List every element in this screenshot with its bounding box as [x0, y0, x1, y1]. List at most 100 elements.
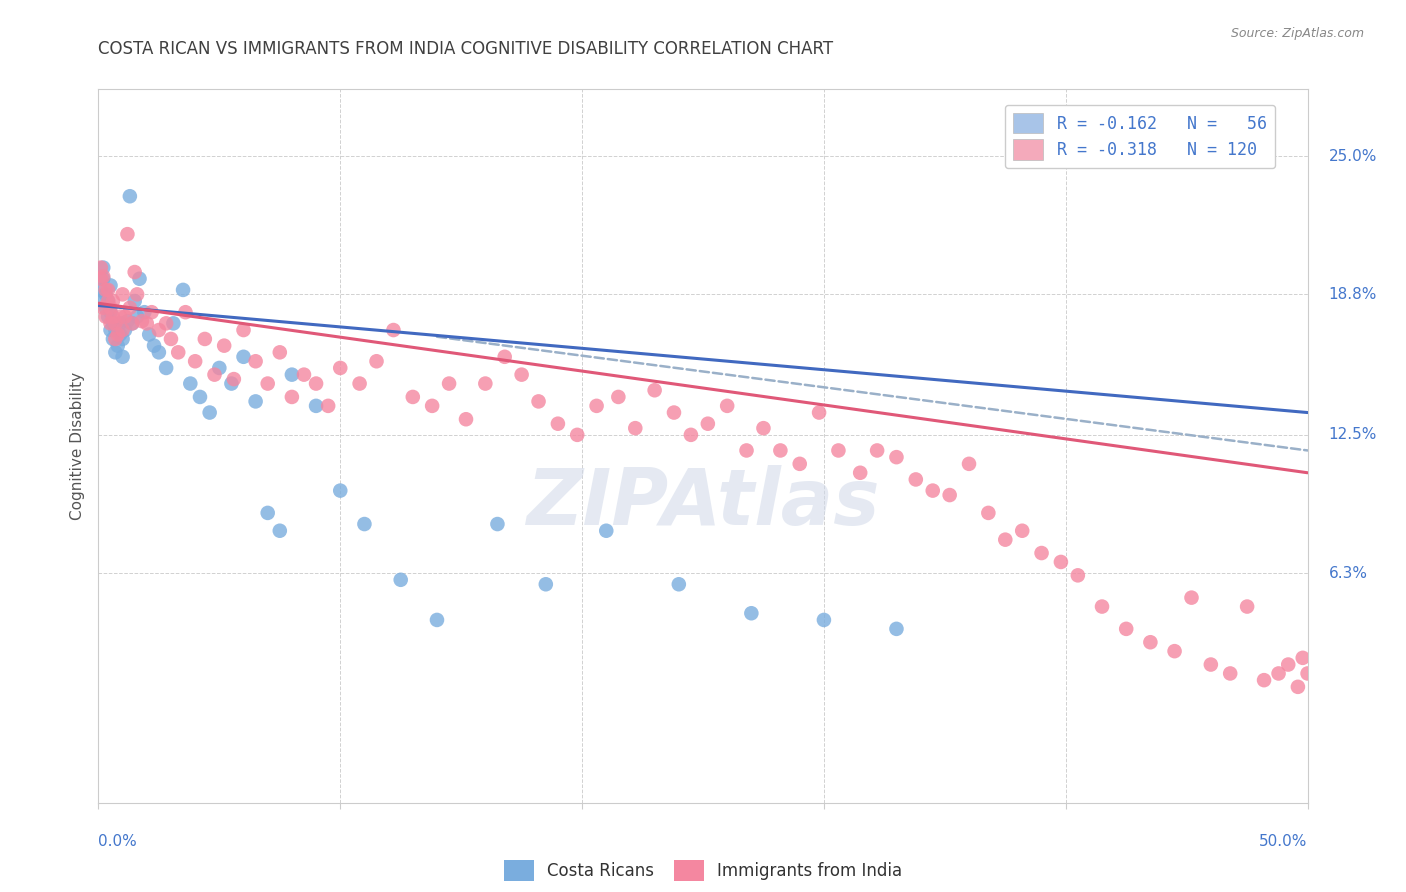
Point [329, 361, 352, 376]
Point [1031, 546, 1053, 560]
Point [97, 310, 120, 324]
Point [172, 283, 194, 297]
Point [886, 622, 908, 636]
Text: 50.0%: 50.0% [1260, 834, 1308, 849]
Point [1286, 680, 1309, 694]
Point [353, 516, 375, 531]
Point [97, 293, 120, 308]
Point [305, 376, 328, 391]
Point [104, 332, 127, 346]
Point [269, 524, 291, 538]
Point [111, 287, 134, 301]
Point [269, 345, 291, 359]
Point [94, 287, 117, 301]
Point [94, 310, 117, 324]
Point [232, 323, 254, 337]
Point [679, 428, 702, 442]
Point [91, 301, 114, 315]
Point [474, 376, 496, 391]
Point [1253, 673, 1275, 687]
Point [100, 317, 122, 331]
Point [420, 399, 443, 413]
Point [977, 506, 1000, 520]
Point [329, 483, 352, 498]
Point [245, 394, 267, 409]
Text: 25.0%: 25.0% [1329, 149, 1376, 163]
Point [160, 332, 183, 346]
Point [426, 613, 449, 627]
Text: ZIPAtlas: ZIPAtlas [526, 465, 880, 541]
Point [114, 310, 136, 324]
Point [696, 417, 718, 431]
Point [1050, 555, 1073, 569]
Point [104, 317, 127, 331]
Point [127, 310, 149, 324]
Text: 18.8%: 18.8% [1329, 287, 1376, 301]
Point [292, 368, 315, 382]
Point [567, 428, 589, 442]
Text: Source: ZipAtlas.com: Source: ZipAtlas.com [1230, 27, 1364, 40]
Point [100, 278, 122, 293]
Point [527, 394, 550, 409]
Point [752, 421, 775, 435]
Point [494, 350, 516, 364]
Point [789, 457, 811, 471]
Text: 0.0%: 0.0% [98, 834, 138, 849]
Point [143, 338, 166, 352]
Point [155, 317, 177, 331]
Point [108, 317, 131, 331]
Point [127, 287, 149, 301]
Point [121, 317, 143, 331]
Point [740, 607, 762, 621]
Point [107, 327, 129, 342]
Point [716, 399, 738, 413]
Point [117, 227, 139, 241]
Point [735, 443, 758, 458]
Point [957, 457, 980, 471]
Point [402, 390, 425, 404]
Point [1067, 568, 1090, 582]
Point [595, 524, 617, 538]
Point [162, 317, 184, 331]
Point [97, 293, 120, 308]
Point [188, 390, 211, 404]
Point [141, 305, 163, 319]
Point [281, 368, 304, 382]
Point [1296, 666, 1319, 681]
Point [135, 317, 157, 331]
Point [111, 323, 134, 337]
Point [91, 269, 114, 284]
Point [662, 405, 685, 419]
Point [938, 488, 960, 502]
Point [134, 305, 156, 319]
Point [104, 323, 127, 337]
Point [124, 265, 146, 279]
Point [281, 390, 304, 404]
Point [382, 323, 405, 337]
Point [101, 332, 124, 346]
Point [904, 473, 927, 487]
Point [118, 189, 141, 203]
Point [90, 260, 112, 275]
Point [547, 417, 569, 431]
Point [644, 384, 666, 398]
Point [316, 399, 339, 413]
Point [1267, 666, 1289, 681]
Point [1091, 599, 1114, 614]
Point [769, 443, 792, 458]
Point [179, 376, 201, 391]
Point [101, 317, 124, 331]
Point [1180, 591, 1202, 605]
Point [921, 483, 943, 498]
Text: 12.5%: 12.5% [1329, 427, 1376, 442]
Point [148, 323, 170, 337]
Point [212, 338, 235, 352]
Point [1139, 635, 1161, 649]
Point [607, 390, 630, 404]
Point [208, 361, 231, 376]
Text: 6.3%: 6.3% [1329, 566, 1368, 581]
Point [97, 283, 120, 297]
Point [585, 399, 607, 413]
Point [668, 577, 690, 591]
Point [108, 327, 131, 342]
